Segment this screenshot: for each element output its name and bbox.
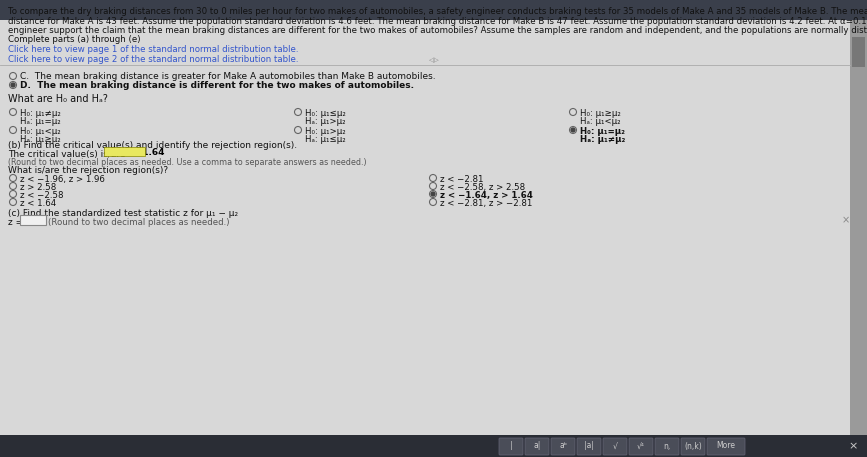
Text: ×: ×: [842, 215, 850, 225]
FancyBboxPatch shape: [850, 20, 867, 435]
Text: z < −2.81, z > −2.81: z < −2.81, z > −2.81: [440, 199, 532, 208]
Text: Hₐ: μ₁≤μ₂: Hₐ: μ₁≤μ₂: [305, 135, 346, 144]
Text: H₀: μ₁≤μ₂: H₀: μ₁≤μ₂: [305, 109, 346, 118]
Text: |: |: [510, 441, 512, 451]
Text: z =: z =: [8, 218, 23, 227]
Text: (b) Find the critical value(s) and identify the rejection region(s).: (b) Find the critical value(s) and ident…: [8, 141, 297, 150]
Text: aᵇ: aᵇ: [559, 441, 567, 451]
FancyBboxPatch shape: [0, 0, 867, 20]
Text: −1.64, 1.64: −1.64, 1.64: [106, 148, 165, 157]
FancyBboxPatch shape: [0, 20, 850, 435]
Text: Hₐ: μ₁≠μ₂: Hₐ: μ₁≠μ₂: [580, 135, 625, 144]
Text: H₀: μ₁=μ₂: H₀: μ₁=μ₂: [580, 127, 625, 136]
Text: Click here to view page 2 of the standard normal distribution table.: Click here to view page 2 of the standar…: [8, 54, 298, 64]
Text: engineer support the claim that the mean braking distances are different for the: engineer support the claim that the mean…: [8, 26, 867, 35]
Circle shape: [431, 192, 435, 196]
Text: z > 2.58: z > 2.58: [20, 183, 56, 192]
Text: Hₐ: μ₁=μ₂: Hₐ: μ₁=μ₂: [20, 117, 61, 126]
Text: Hₐ: μ₁<μ₂: Hₐ: μ₁<μ₂: [580, 117, 621, 126]
Text: H₀: μ₁≥μ₂: H₀: μ₁≥μ₂: [580, 109, 621, 118]
FancyBboxPatch shape: [603, 438, 627, 455]
FancyBboxPatch shape: [707, 438, 745, 455]
Text: What are H₀ and Hₐ?: What are H₀ and Hₐ?: [8, 94, 108, 104]
FancyBboxPatch shape: [577, 438, 601, 455]
Text: Click here to view page 1 of the standard normal distribution table.: Click here to view page 1 of the standar…: [8, 45, 298, 54]
Text: H₀: μ₁≠μ₂: H₀: μ₁≠μ₂: [20, 109, 61, 118]
Circle shape: [11, 83, 15, 87]
FancyBboxPatch shape: [19, 214, 45, 224]
Text: z < −2.58: z < −2.58: [20, 191, 63, 200]
FancyBboxPatch shape: [852, 37, 865, 67]
FancyBboxPatch shape: [551, 438, 575, 455]
Text: distance for Make A is 43 feet. Assume the population standard deviation is 4.6 : distance for Make A is 43 feet. Assume t…: [8, 16, 867, 26]
Text: Complete parts (a) through (e): Complete parts (a) through (e): [8, 36, 140, 44]
Text: D.  The mean braking distance is different for the two makes of automobiles.: D. The mean braking distance is differen…: [20, 81, 414, 90]
FancyBboxPatch shape: [499, 438, 523, 455]
Text: The critical value(s) is/are: The critical value(s) is/are: [8, 150, 128, 159]
Text: z < 1.64: z < 1.64: [20, 199, 56, 208]
Text: What is/are the rejection region(s)?: What is/are the rejection region(s)?: [8, 166, 168, 175]
Text: More: More: [716, 441, 735, 451]
FancyBboxPatch shape: [0, 435, 867, 457]
Text: z < −2.81: z < −2.81: [440, 175, 484, 184]
Text: H₀: μ₁>μ₂: H₀: μ₁>μ₂: [305, 127, 346, 136]
FancyBboxPatch shape: [655, 438, 679, 455]
FancyBboxPatch shape: [525, 438, 549, 455]
Text: a|: a|: [533, 441, 541, 451]
Text: H₀: μ₁<μ₂: H₀: μ₁<μ₂: [20, 127, 61, 136]
FancyBboxPatch shape: [103, 147, 145, 155]
Text: (Round to two decimal places as needed.): (Round to two decimal places as needed.): [48, 218, 230, 227]
FancyBboxPatch shape: [629, 438, 653, 455]
Text: To compare the dry braking distances from 30 to 0 miles per hour for two makes o: To compare the dry braking distances fro…: [8, 7, 867, 16]
Text: |a|: |a|: [584, 441, 594, 451]
Text: Hₐ: μ₁≥μ₂: Hₐ: μ₁≥μ₂: [20, 135, 61, 144]
Text: z < −1.96, z > 1.96: z < −1.96, z > 1.96: [20, 175, 105, 184]
Text: ◁▷: ◁▷: [428, 58, 440, 64]
Text: z < −1.64, z > 1.64: z < −1.64, z > 1.64: [440, 191, 533, 200]
Text: Hₐ: μ₁>μ₂: Hₐ: μ₁>μ₂: [305, 117, 346, 126]
Text: (n,k): (n,k): [684, 441, 702, 451]
Text: ×: ×: [848, 441, 857, 451]
FancyBboxPatch shape: [681, 438, 705, 455]
Text: C.  The mean braking distance is greater for Make A automobiles than Make B auto: C. The mean braking distance is greater …: [20, 72, 435, 81]
Text: (Round to two decimal places as needed. Use a comma to separate answers as neede: (Round to two decimal places as needed. …: [8, 158, 367, 167]
Text: n,: n,: [663, 441, 671, 451]
Text: z < −2.58, z > 2.58: z < −2.58, z > 2.58: [440, 183, 525, 192]
Text: √⁴: √⁴: [637, 441, 645, 451]
Text: √: √: [613, 441, 617, 451]
Circle shape: [571, 128, 575, 132]
Text: (c) Find the standardized test statistic z for μ₁ − μ₂: (c) Find the standardized test statistic…: [8, 209, 238, 218]
